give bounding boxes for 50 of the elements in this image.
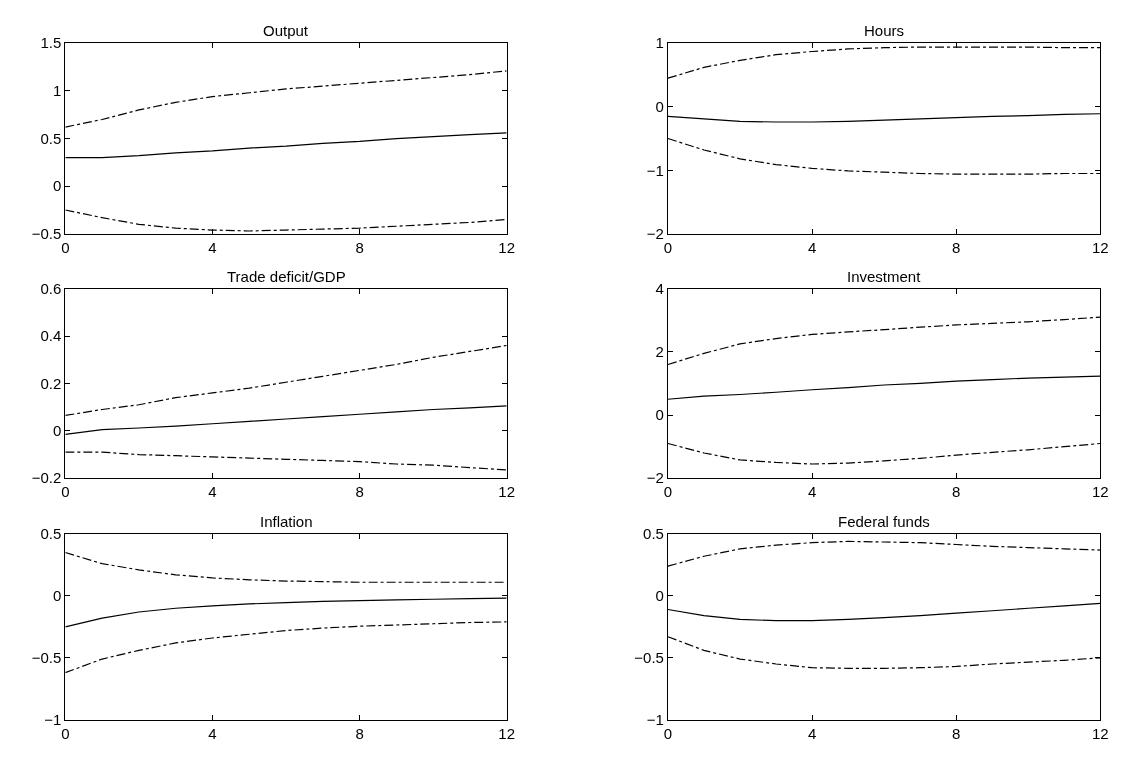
y-tick-label: 0.5 [40,525,62,543]
y-tick-label: −0.5 [31,649,62,667]
y-tick-label: 1.5 [40,34,62,52]
y-tick-label: 0 [53,177,62,195]
y-tick-label: 1 [655,34,664,52]
y-tick-label: 0 [53,587,62,605]
x-tick-label: 4 [208,483,217,501]
x-tick-label: 8 [952,238,961,256]
y-tick-label: 0.5 [643,525,664,543]
chart-title: Inflation [260,513,313,530]
x-tick-label: 8 [355,724,364,742]
y-tick-label: 0.4 [40,327,62,345]
y-tick-label: 0 [655,587,664,605]
y-tick-label: −1 [44,710,62,728]
y-tick-label: 0.6 [40,279,62,297]
y-tick-label: −0.5 [31,225,62,243]
x-tick-label: 12 [1092,483,1109,501]
x-tick-label: 12 [1092,724,1109,742]
x-tick-label: 4 [208,724,217,742]
y-tick-label: 0.5 [40,129,62,147]
chart-title: Hours [864,22,905,39]
y-tick-label: −0.5 [634,649,664,667]
y-tick-label: −2 [646,469,664,487]
y-tick-label: 0.2 [40,374,62,392]
x-tick-label: 4 [208,238,217,256]
chart-title: Investment [847,268,922,285]
x-tick-label: 4 [807,483,817,501]
x-tick-label: 4 [807,724,817,742]
x-tick-label: 8 [355,483,364,501]
y-tick-label: 0 [53,422,62,440]
x-tick-label: 12 [498,724,515,742]
x-tick-label: 12 [498,238,515,256]
y-tick-label: 0 [655,406,664,424]
y-tick-label: −1 [646,710,664,728]
x-tick-label: 4 [807,238,817,256]
x-tick-label: 8 [952,724,961,742]
chart-title: Output [263,22,309,39]
y-tick-label: 2 [655,343,664,361]
y-tick-label: −2 [646,225,664,243]
chart-title: Trade deficit/GDP [227,268,346,285]
x-tick-label: 12 [498,483,515,501]
x-tick-label: 8 [355,238,364,256]
y-tick-label: 0 [655,98,664,116]
y-tick-label: 1 [53,82,62,100]
y-tick-label: −0.2 [31,469,62,487]
y-tick-label: −1 [646,161,664,179]
y-tick-label: 4 [655,279,664,297]
x-tick-label: 12 [1092,238,1109,256]
chart-title: Federal funds [838,513,930,530]
x-tick-label: 8 [952,483,961,501]
